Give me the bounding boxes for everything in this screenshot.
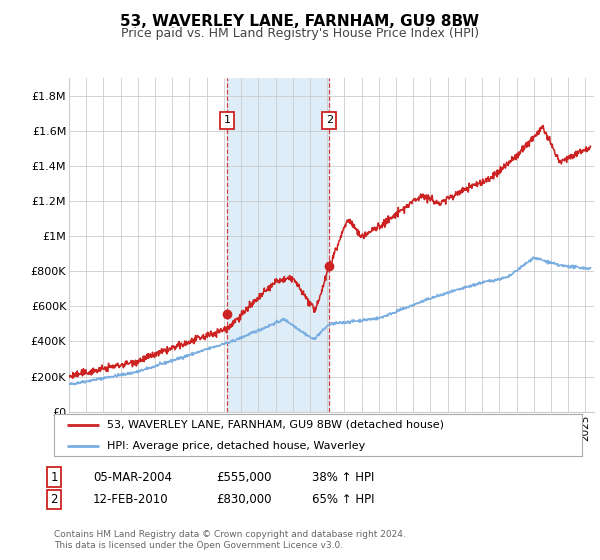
Text: Contains HM Land Registry data © Crown copyright and database right 2024.: Contains HM Land Registry data © Crown c… — [54, 530, 406, 539]
Text: 65% ↑ HPI: 65% ↑ HPI — [312, 493, 374, 506]
Text: 53, WAVERLEY LANE, FARNHAM, GU9 8BW (detached house): 53, WAVERLEY LANE, FARNHAM, GU9 8BW (det… — [107, 420, 444, 430]
Text: 38% ↑ HPI: 38% ↑ HPI — [312, 470, 374, 484]
Text: Price paid vs. HM Land Registry's House Price Index (HPI): Price paid vs. HM Land Registry's House … — [121, 27, 479, 40]
Text: 12-FEB-2010: 12-FEB-2010 — [93, 493, 169, 506]
Text: 1: 1 — [50, 470, 58, 484]
Text: HPI: Average price, detached house, Waverley: HPI: Average price, detached house, Wave… — [107, 441, 365, 451]
Bar — [227, 78, 329, 412]
Text: 53, WAVERLEY LANE, FARNHAM, GU9 8BW: 53, WAVERLEY LANE, FARNHAM, GU9 8BW — [121, 14, 479, 29]
Text: £830,000: £830,000 — [216, 493, 271, 506]
Text: 2: 2 — [326, 115, 333, 125]
Text: 05-MAR-2004: 05-MAR-2004 — [93, 470, 172, 484]
Text: 2: 2 — [50, 493, 58, 506]
Text: 1: 1 — [224, 115, 230, 125]
Text: This data is licensed under the Open Government Licence v3.0.: This data is licensed under the Open Gov… — [54, 541, 343, 550]
Text: £555,000: £555,000 — [216, 470, 271, 484]
